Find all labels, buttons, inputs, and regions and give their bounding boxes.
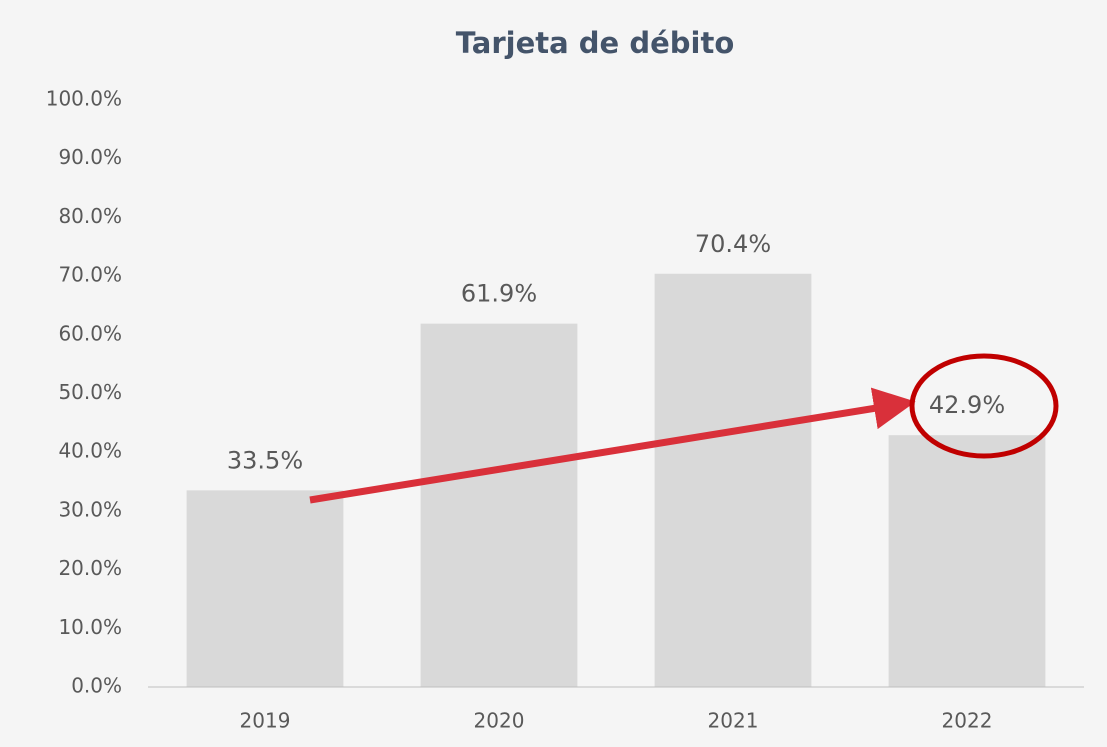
y-tick-label: 40.0% [58,439,122,463]
value-label: 42.9% [929,391,1005,419]
bar [888,435,1046,687]
value-label: 61.9% [461,280,537,308]
y-tick-label: 50.0% [58,380,122,404]
y-tick-label: 90.0% [58,145,122,169]
y-tick-label: 0.0% [71,674,122,698]
y-tick-label: 10.0% [58,615,122,639]
y-tick-label: 30.0% [58,497,122,521]
plot: 0.0% 10.0% 20.0% 30.0% 40.0% 50.0% 60.0% 70.0% 8… [46,87,1084,733]
y-tick-label: 60.0% [58,321,122,345]
y-tick-label: 80.0% [58,204,122,228]
y-tick-label: 70.0% [58,263,122,287]
x-tick-label: 2019 [240,709,291,733]
y-tick-label: 20.0% [58,556,122,580]
value-label: 33.5% [227,446,303,474]
x-tick-label: 2022 [942,709,993,733]
x-tick-label: 2020 [474,709,525,733]
highlight-ellipse [909,353,1059,459]
chart-title: Tarjeta de débito [456,26,735,60]
y-tick-label: 100.0% [46,87,122,111]
bar [186,490,344,687]
x-tick-label: 2021 [708,709,759,733]
bar [420,323,578,687]
value-label: 70.4% [695,230,771,258]
bar [654,273,812,687]
trend-arrow [309,387,916,504]
